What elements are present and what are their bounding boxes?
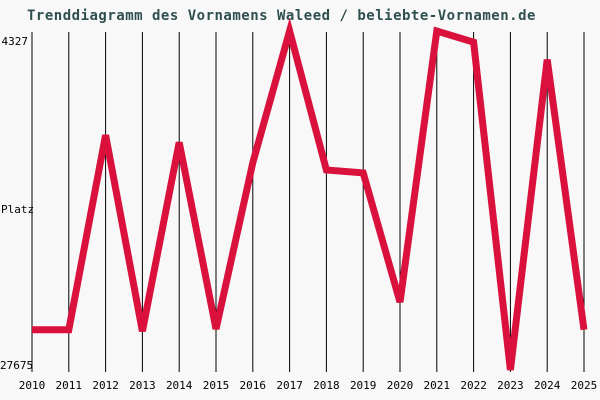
x-tick-label-2018: 2018	[313, 379, 340, 392]
x-tick-label-2012: 2012	[92, 379, 119, 392]
x-tick-label-2024: 2024	[533, 379, 561, 392]
x-tick-label-2017: 2017	[276, 379, 303, 392]
x-tick-label-2015: 2015	[202, 379, 230, 392]
x-tick-label-2025: 2025	[570, 379, 598, 392]
x-tick-label-2011: 2011	[55, 379, 83, 392]
x-tick-label-2010: 2010	[18, 379, 46, 392]
y-axis-bottom-tick-label: 27675	[0, 359, 34, 372]
x-tick-label-2014: 2014	[165, 379, 193, 392]
x-tick-label-2019: 2019	[349, 379, 377, 392]
y-axis-top-tick-label: 4327	[1, 35, 29, 48]
x-tick-label-2013: 2013	[129, 379, 156, 392]
x-tick-label-2021: 2021	[423, 379, 451, 392]
x-tick-label-2022: 2022	[460, 379, 487, 392]
x-tick-label-2020: 2020	[386, 379, 414, 392]
x-tick-label-2016: 2016	[239, 379, 267, 392]
y-axis-title: Platz	[1, 203, 35, 216]
x-tick-label-2023: 2023	[497, 379, 524, 392]
trend-line	[32, 17, 588, 371]
chart-title: Trenddiagramm des Vornamens Waleed / bel…	[27, 8, 536, 24]
